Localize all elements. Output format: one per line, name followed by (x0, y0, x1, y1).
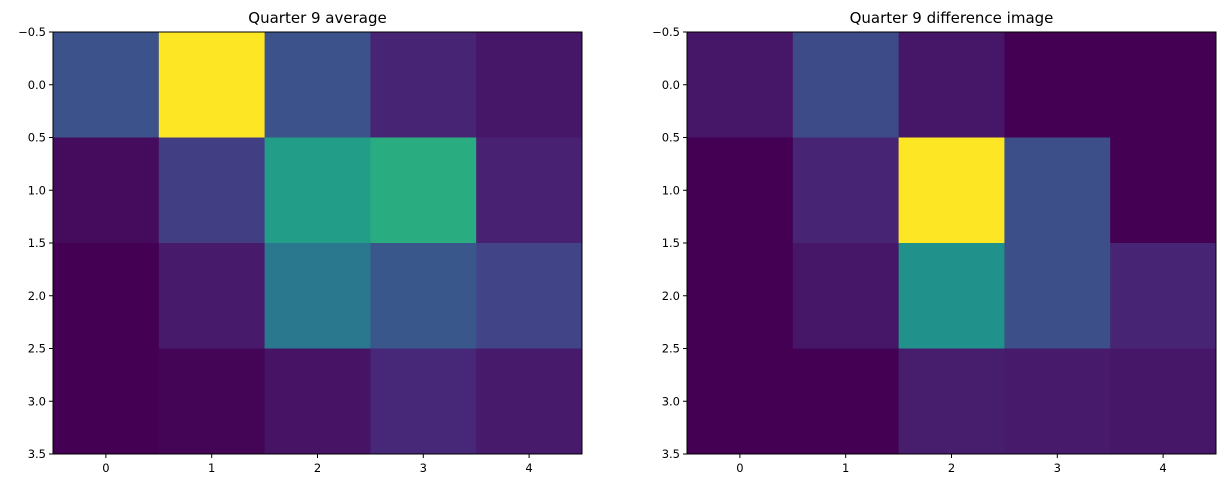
heatmap-cell-r3-c4 (1110, 348, 1217, 455)
heatmap-cell-r1-c2 (898, 137, 1005, 244)
heatmap-cell-r1-c0 (53, 137, 160, 244)
y-tick-label: 2.5 (662, 342, 680, 356)
heatmap-cell-r3-c1 (158, 348, 266, 455)
chart-title: Quarter 9 average (248, 9, 386, 27)
heatmap-cell-r1-c1 (792, 137, 900, 244)
heatmap-cell-r2-c1 (792, 243, 900, 349)
heatmap-cell-r1-c2 (264, 137, 371, 244)
heatmap-cell-r2-c4 (1110, 243, 1217, 349)
heatmap-cell-r0-c3 (1004, 32, 1111, 138)
heatmap-cell-r3-c4 (476, 348, 583, 455)
y-tick-label: 3.0 (662, 394, 680, 408)
x-tick-label: 3 (420, 461, 427, 475)
y-tick-label: 0.5 (662, 131, 680, 145)
y-tick-label: 1.0 (28, 183, 46, 197)
heatmap-panel-1: Quarter 9 difference image 0 1 2 3 4 −0.5 0.0 0.… (652, 9, 1217, 475)
heatmap-cell-r2-c1 (158, 243, 266, 349)
heatmap-cell-r3-c0 (53, 348, 160, 455)
y-tick-label: 2.0 (28, 289, 46, 303)
y-tick-label: 3.0 (28, 394, 46, 408)
heatmap-cell-r0-c0 (687, 32, 794, 138)
y-tick-label: 0.0 (28, 78, 46, 92)
heatmap-cell-r2-c4 (476, 243, 583, 349)
y-tick-label: −0.5 (652, 25, 680, 39)
heatmap-cell-r3-c2 (264, 348, 371, 455)
y-tick-label: 0.0 (662, 78, 680, 92)
heatmap-cell-r1-c4 (1110, 137, 1217, 244)
y-tick-label: 1.5 (28, 236, 46, 250)
heatmap-cell-r2-c2 (264, 243, 371, 349)
x-tick-label: 1 (208, 461, 215, 475)
x-tick-label: 3 (1054, 461, 1061, 475)
heatmap-cell-r1-c3 (1004, 137, 1111, 244)
x-tick-label: 4 (525, 461, 532, 475)
heatmap-cell-r0-c1 (792, 32, 900, 138)
heatmap-cell-r3-c2 (898, 348, 1005, 455)
heatmap-cell-r2-c3 (1004, 243, 1111, 349)
heatmap-cell-r0-c4 (476, 32, 583, 138)
y-tick-label: 1.0 (662, 183, 680, 197)
heatmap-cell-r2-c0 (53, 243, 160, 349)
heatmap-cell-r2-c2 (898, 243, 1005, 349)
heatmap-cell-r1-c0 (687, 137, 794, 244)
heatmap-cell-r3-c3 (1004, 348, 1111, 455)
heatmap-cell-r1-c4 (476, 137, 583, 244)
x-tick-label: 2 (948, 461, 955, 475)
heatmap-cell-r3-c3 (370, 348, 477, 455)
heatmap-cell-r2-c0 (687, 243, 794, 349)
y-tick-label: 1.5 (662, 236, 680, 250)
x-tick-label: 1 (842, 461, 849, 475)
y-tick-label: 3.5 (662, 447, 680, 461)
heatmap-cell-r1-c1 (158, 137, 266, 244)
y-tick-label: 3.5 (28, 447, 46, 461)
heatmap-cell-r0-c0 (53, 32, 160, 138)
heatmap-cell-r0-c4 (1110, 32, 1217, 138)
x-tick-label: 4 (1159, 461, 1166, 475)
heatmap-cell-r0-c3 (370, 32, 477, 138)
chart-title: Quarter 9 difference image (850, 9, 1054, 27)
y-tick-label: 2.0 (662, 289, 680, 303)
x-tick-label: 0 (102, 461, 109, 475)
heatmap-cell-r0-c2 (898, 32, 1005, 138)
heatmap-cell-r1-c3 (370, 137, 477, 244)
x-tick-label: 0 (736, 461, 743, 475)
y-tick-label: 2.5 (28, 342, 46, 356)
heatmap-cell-r2-c3 (370, 243, 477, 349)
heatmap-cell-r0-c2 (264, 32, 371, 138)
heatmap-panel-0: Quarter 9 average 0 1 2 3 4 −0.5 0.0 0.5 1.0 1.5 2.… (18, 9, 583, 475)
heatmap-cell-r0-c1 (158, 32, 266, 138)
y-tick-label: −0.5 (18, 25, 46, 39)
heatmap-cell-r3-c1 (792, 348, 900, 455)
x-tick-label: 2 (314, 461, 321, 475)
heatmap-cell-r3-c0 (687, 348, 794, 455)
y-tick-label: 0.5 (28, 131, 46, 145)
